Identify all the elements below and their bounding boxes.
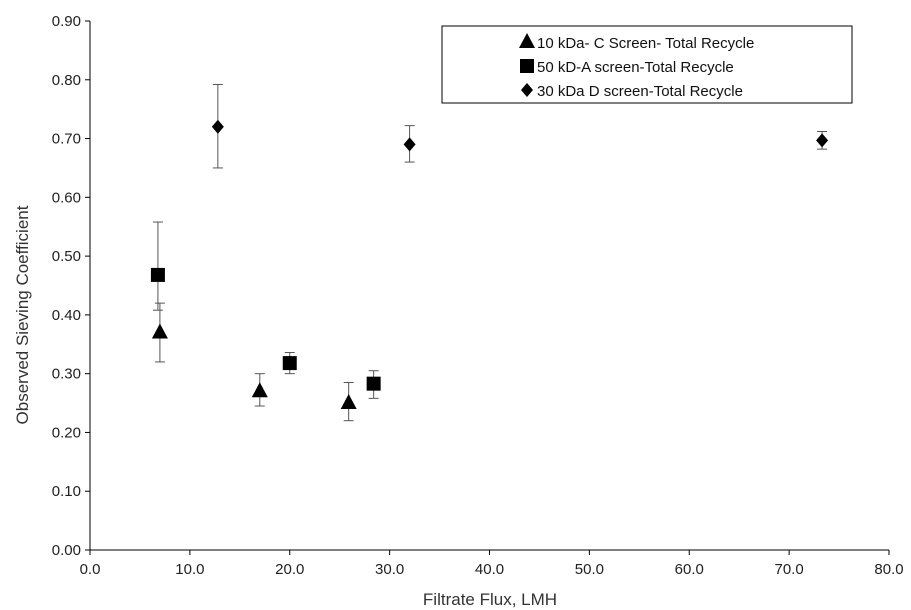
x-tick-label: 30.0 xyxy=(375,561,404,578)
legend-marker-diamond xyxy=(521,83,533,97)
y-tick-label: 0.70 xyxy=(52,131,81,148)
data-point-square xyxy=(282,356,297,371)
x-tick-label: 0.0 xyxy=(80,561,101,578)
x-tick-label: 10.0 xyxy=(175,561,204,578)
error-bar xyxy=(152,221,163,311)
data-point-square xyxy=(150,267,165,282)
data-point-triangle xyxy=(151,323,168,339)
y-tick-label: 0.10 xyxy=(52,483,81,500)
x-tick-label: 20.0 xyxy=(275,561,304,578)
y-tick-label: 0.50 xyxy=(52,248,81,265)
data-point-diamond xyxy=(816,133,829,148)
error-bars xyxy=(152,83,828,422)
legend-marker-square xyxy=(520,59,534,73)
y-axis-ticks: 0.00 0.10 0.20 0.30 0.40 0.50 0.60 0.70 0.80 0.90 xyxy=(52,13,90,559)
data-point-triangle xyxy=(340,394,357,410)
legend-label: 30 kDa D screen-Total Recycle xyxy=(537,83,743,100)
legend: 10 kDa- C Screen- Total Recycle 50 kD-A s… xyxy=(441,25,853,104)
x-tick-label: 60.0 xyxy=(675,561,704,578)
x-axis-label: Filtrate Flux, LMH xyxy=(423,590,557,609)
y-tick-label: 0.80 xyxy=(52,72,81,89)
data-point-triangle xyxy=(251,382,268,398)
legend-label: 10 kDa- C Screen- Total Recycle xyxy=(537,35,754,52)
legend-marker-triangle xyxy=(519,33,535,48)
x-tick-label: 50.0 xyxy=(575,561,604,578)
y-tick-label: 0.30 xyxy=(52,366,81,383)
data-point-diamond xyxy=(211,119,224,134)
y-tick-label: 0.90 xyxy=(52,13,81,30)
data-point-diamond xyxy=(403,137,416,152)
legend-label: 50 kD-A screen-Total Recycle xyxy=(537,59,734,76)
y-tick-label: 0.00 xyxy=(52,542,81,559)
data-markers xyxy=(150,119,829,410)
y-tick-label: 0.40 xyxy=(52,307,81,324)
y-tick-label: 0.20 xyxy=(52,424,81,441)
x-tick-label: 40.0 xyxy=(475,561,504,578)
data-point-square xyxy=(366,376,381,391)
x-axis-ticks: 0.0 10.0 20.0 30.0 40.0 50.0 60.0 70.0 80.0 xyxy=(80,550,904,578)
y-tick-label: 0.60 xyxy=(52,189,81,206)
x-tick-label: 80.0 xyxy=(874,561,903,578)
y-axis-label: Observed Sieving Coefficient xyxy=(13,205,32,424)
legend-box xyxy=(441,25,853,104)
x-tick-label: 70.0 xyxy=(775,561,804,578)
